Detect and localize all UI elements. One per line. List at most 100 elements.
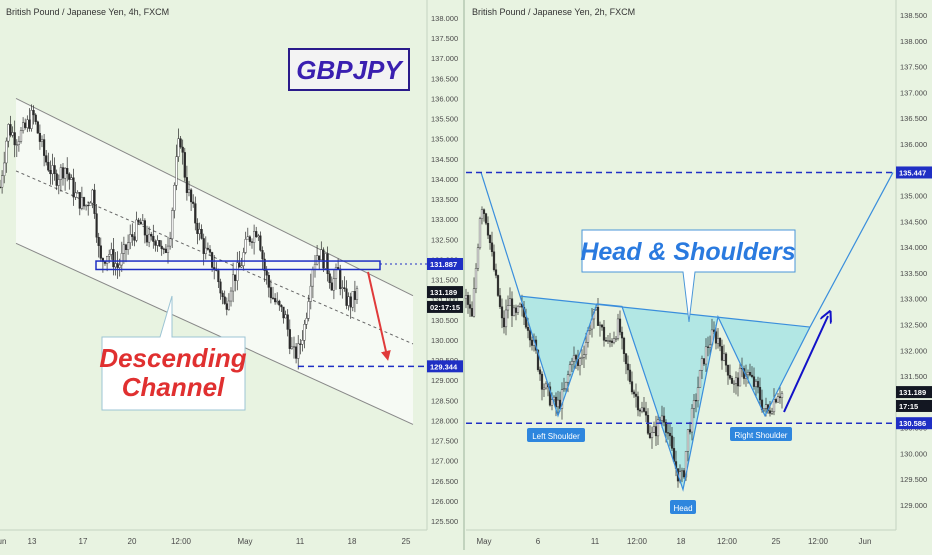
channel-upper-line[interactable] [15, 98, 414, 297]
pattern-callout-box[interactable] [581, 229, 796, 323]
left-y-tick: 130.500 [431, 316, 458, 325]
left-y-tick: 125.500 [431, 517, 458, 526]
right-y-tick: 136.000 [900, 140, 927, 149]
down-arrow[interactable] [367, 271, 391, 361]
right-candle [564, 381, 568, 393]
left-candle [11, 126, 14, 138]
right-candle [756, 376, 760, 394]
right-candle [518, 302, 522, 308]
right-x-tick: Jun [859, 537, 872, 546]
left-candle [120, 241, 123, 272]
left-y-axis[interactable]: 125.500 126.000 126.500 127.000 127.500 128.0… [431, 14, 458, 526]
left-y-tick: 133.500 [431, 195, 458, 204]
right-candle [508, 287, 512, 306]
left-candle [1, 170, 4, 194]
right-candle [738, 362, 742, 387]
left-candle [255, 226, 258, 238]
right-candle [468, 294, 472, 317]
left-candle [286, 309, 289, 337]
left-candle [192, 194, 195, 208]
left-candle [89, 200, 92, 206]
head-shoulders-outline[interactable] [519, 295, 811, 492]
right-y-tick: 134.500 [900, 217, 927, 226]
left-candle [145, 225, 149, 247]
right-candle [686, 429, 690, 462]
left-candle [204, 236, 207, 260]
left-candle [244, 231, 247, 255]
left-candle [139, 218, 142, 225]
right-candle [718, 337, 722, 352]
right-candle [642, 397, 646, 413]
left-y-tick: 137.500 [431, 34, 458, 43]
left-candle [135, 211, 138, 243]
left-chart[interactable]: GBPJPY Descending Channel British Pound … [0, 7, 463, 546]
neckline[interactable] [519, 295, 811, 328]
left-candle [177, 128, 180, 162]
right-candle [696, 376, 700, 408]
left-candle [183, 147, 186, 182]
left-candle [326, 246, 329, 282]
left-candle [210, 251, 214, 272]
right-candle [772, 388, 776, 416]
target-projection-line[interactable] [809, 172, 894, 328]
right-candle [648, 425, 652, 440]
left-candle [15, 139, 18, 158]
svg-text:131.189: 131.189 [430, 288, 457, 297]
left-candle [351, 291, 354, 312]
right-price-tag: 135.447 [896, 166, 932, 179]
left-y-tick: 131.000 [431, 296, 458, 305]
left-price-tags: 131.887 131.189 02:17:15 129.344 [427, 257, 463, 373]
left-candle [34, 113, 37, 125]
left-candle [301, 330, 304, 352]
right-y-axis[interactable]: 129.000129.500130.000130.500131.000131.5… [900, 11, 927, 510]
right-candle [554, 392, 558, 417]
symbol-text: GBPJPY [296, 55, 404, 85]
channel-lower-line[interactable] [15, 242, 414, 425]
left-candle [208, 245, 212, 256]
right-x-tick: 18 [677, 537, 686, 546]
right-candle [646, 408, 650, 435]
left-candle [227, 293, 230, 311]
left-x-axis[interactable]: 13 17 20 12:00 May 11 18 25 Jun [0, 537, 411, 546]
left-candle [171, 207, 174, 249]
left-candle [341, 280, 344, 299]
head-shoulders-fill [520, 296, 810, 490]
left-candle [150, 231, 153, 241]
right-candle [702, 358, 706, 366]
left-candle [198, 222, 201, 241]
right-chart[interactable]: Head & Shoulders Left Shoulder Head Righ… [464, 7, 932, 546]
left-y-tick: 131.500 [431, 276, 458, 285]
right-y-tick: 134.000 [900, 243, 927, 252]
right-candle [704, 338, 708, 373]
left-shoulder-label[interactable]: Left Shoulder [527, 428, 585, 442]
left-candle [105, 255, 109, 272]
left-candle [28, 108, 31, 132]
left-candle [202, 233, 205, 266]
left-candle [284, 310, 287, 319]
left-candle [282, 306, 285, 324]
svg-text:131.887: 131.887 [430, 260, 457, 269]
symbol-box[interactable] [288, 48, 410, 91]
right-candle [540, 371, 544, 401]
left-candles [0, 104, 359, 370]
resistance-box[interactable] [95, 260, 381, 271]
head-label[interactable]: Head [670, 500, 696, 514]
left-candle [276, 292, 279, 305]
right-candle [464, 288, 468, 309]
left-candle [179, 136, 182, 149]
right-candle [630, 371, 634, 395]
svg-text:131.189: 131.189 [899, 388, 926, 397]
left-candle [328, 270, 331, 289]
left-candle [19, 127, 23, 144]
right-price-tag: 130.586 [896, 417, 932, 430]
up-arrow[interactable] [783, 316, 828, 413]
left-y-tick: 136.500 [431, 74, 458, 83]
left-candle [347, 292, 350, 311]
right-shoulder-label[interactable]: Right Shoulder [730, 427, 792, 441]
right-x-axis[interactable]: May 6 11 12:00 18 12:00 25 12:00 Jun [476, 537, 871, 546]
right-candle [732, 380, 736, 393]
left-price-tag: 131.189 [427, 286, 463, 299]
prior-trend-line[interactable] [480, 172, 521, 297]
channel-callout-box[interactable] [101, 295, 246, 411]
left-candle [185, 165, 188, 201]
